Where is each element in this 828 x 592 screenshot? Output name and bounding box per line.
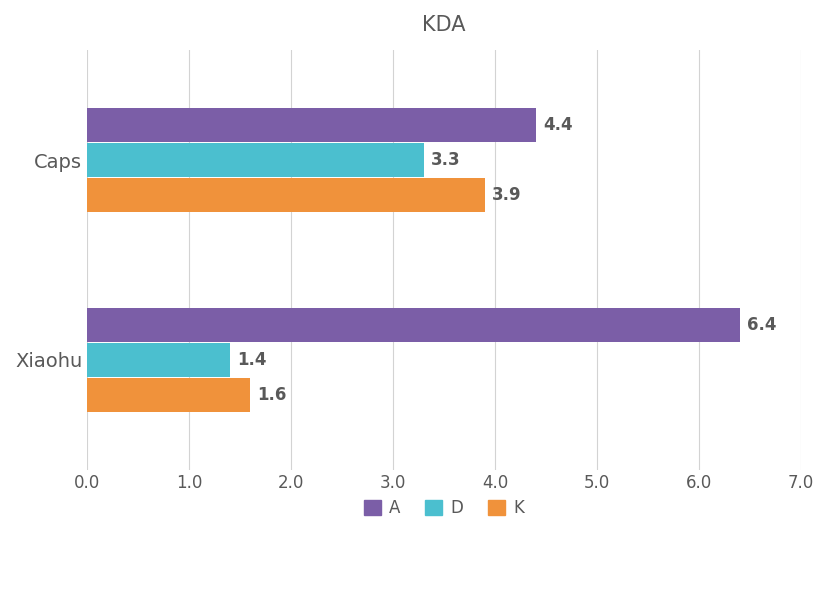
Bar xyxy=(87,343,229,377)
Bar xyxy=(87,178,484,212)
Bar xyxy=(87,108,535,142)
Text: 1.6: 1.6 xyxy=(257,386,286,404)
Title: KDA: KDA xyxy=(421,15,465,35)
Bar xyxy=(87,143,423,177)
Text: 3.3: 3.3 xyxy=(431,151,460,169)
Bar xyxy=(87,308,739,342)
Text: 6.4: 6.4 xyxy=(746,316,775,334)
Text: 3.9: 3.9 xyxy=(491,186,521,204)
Text: 1.4: 1.4 xyxy=(237,351,266,369)
Bar xyxy=(87,378,250,411)
Text: 4.4: 4.4 xyxy=(542,116,572,134)
Legend: A, D, K: A, D, K xyxy=(357,493,530,524)
